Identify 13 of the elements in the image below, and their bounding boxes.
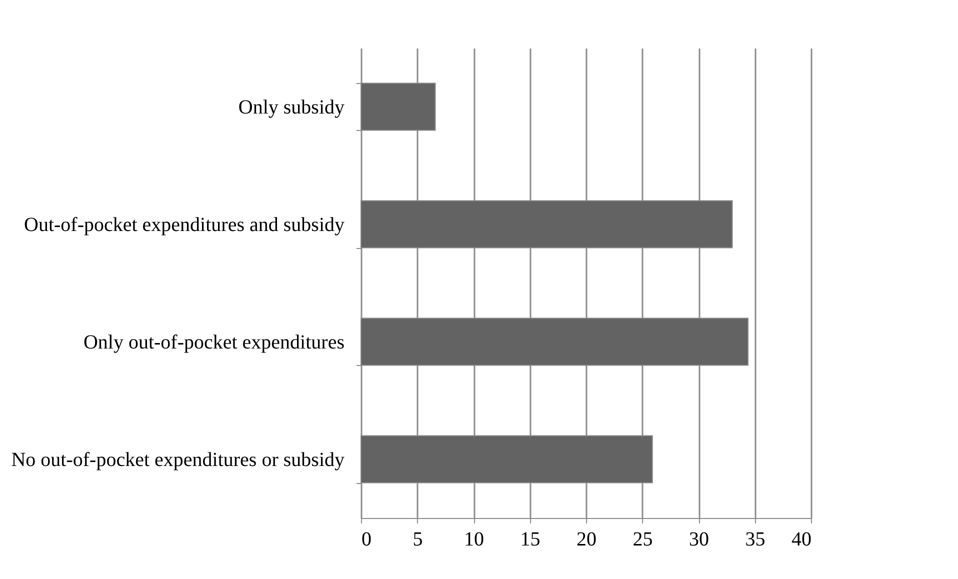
x-tick-label: 10 <box>464 528 484 550</box>
y-tick-label: Only subsidy <box>238 96 344 118</box>
x-tick-label: 20 <box>576 528 596 550</box>
x-tick-label: 15 <box>520 528 540 550</box>
y-tick-label: Only out-of-pocket expenditures <box>83 331 345 354</box>
x-tick-label: 30 <box>689 528 709 550</box>
x-tick-label: 25 <box>632 528 653 550</box>
x-tick-label: 35 <box>745 528 766 550</box>
y-tick-label: No out-of-pocket expenditures or subsidy <box>11 448 344 471</box>
y-tick-label: Out-of-pocket expenditures and subsidy <box>24 214 344 236</box>
x-tick-label: 40 <box>792 528 812 550</box>
x-tick-label: 5 <box>412 528 423 550</box>
x-tick-label: 0 <box>362 528 372 550</box>
